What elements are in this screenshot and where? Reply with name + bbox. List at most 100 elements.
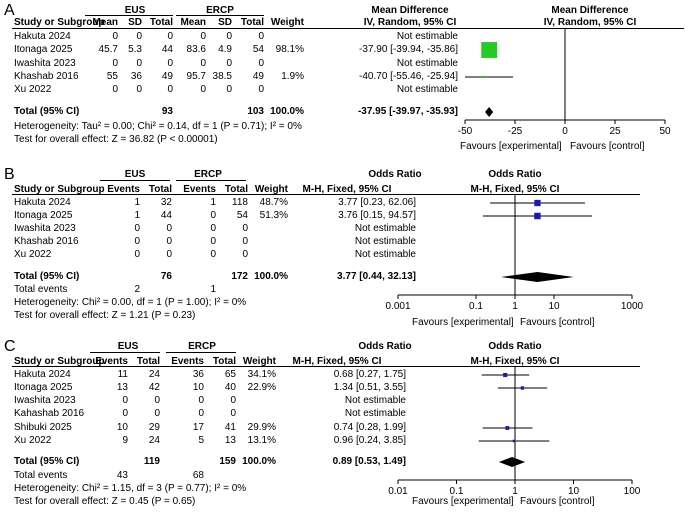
study-name: Itonaga 2025 [14, 44, 73, 55]
total-1: 0 [166, 236, 172, 247]
total-g2: 159 [219, 456, 236, 467]
col-sd-2: SD [218, 17, 232, 28]
total-label: Total (95% CI) [14, 106, 80, 117]
x-tick-label: 100 [624, 486, 641, 497]
total-1: 32 [160, 197, 172, 208]
study-name: Xu 2022 [14, 249, 52, 260]
col-study: Study or Subgroup [14, 356, 105, 367]
mean-2: 0 [200, 84, 206, 95]
events-1: 0 [134, 236, 140, 247]
effect-header-plot: Mean Difference [551, 5, 629, 16]
favours-right: Favours [control] [520, 496, 595, 507]
total-2: 118 [232, 197, 248, 208]
favours-left: Favours [experimental] [412, 317, 514, 328]
sd-1: 5.3 [128, 44, 142, 55]
weight: 1.9% [281, 71, 304, 82]
total-2: 0 [258, 58, 264, 69]
sd-2: 38.5 [212, 71, 232, 82]
pooled-estimate-diamond [498, 457, 526, 467]
ci-text: 3.77 [0.23, 62.06] [338, 197, 416, 208]
total-2: 0 [230, 408, 236, 419]
total-2: 13 [224, 435, 236, 446]
overall-effect: Test for overall effect: Z = 0.45 (P = 0… [14, 496, 196, 507]
favours-left: Favours [experimental] [412, 496, 514, 507]
mean-1: 45.7 [98, 44, 118, 55]
effect-header-plot: Odds Ratio [488, 341, 542, 352]
pooled-estimate-diamond [501, 272, 574, 282]
col-ci-plot: M-H, Fixed, 95% CI [470, 356, 560, 367]
total-2: 65 [224, 369, 236, 380]
study-estimate-square [505, 426, 510, 430]
favours-right: Favours [control] [570, 141, 645, 152]
total-label: Total (95% CI) [14, 456, 80, 467]
panel-label: B [4, 166, 15, 183]
weight: 98.1% [275, 44, 304, 55]
ci-text: 1.34 [0.51, 3.55] [333, 382, 406, 393]
study-estimate-square [512, 439, 516, 443]
overall-effect: Test for overall effect: Z = 1.21 (P = 0… [14, 310, 196, 321]
group2-header: ERCP [194, 169, 222, 180]
events-2: 0 [210, 236, 216, 247]
events-1: 0 [134, 249, 140, 260]
study-name: Shibuki 2025 [14, 422, 72, 433]
events-1: 1 [134, 210, 140, 221]
study-estimate-square [534, 212, 541, 220]
x-tick-label: -25 [508, 126, 523, 137]
col-total-1: Total [149, 17, 173, 28]
x-tick-label: 25 [609, 126, 621, 137]
total-g1: 119 [143, 456, 160, 467]
mean-2: 0 [200, 58, 206, 69]
col-weight: Weight [254, 184, 288, 195]
col-sd-1: SD [128, 17, 142, 28]
total-1: 0 [167, 58, 173, 69]
overall-effect: Test for overall effect: Z = 36.82 (P < … [14, 134, 218, 145]
total-1: 0 [154, 408, 160, 419]
total-weight: 100.0% [242, 456, 276, 467]
total-events-g2: 1 [210, 284, 216, 295]
events-1: 1 [134, 197, 140, 208]
group2-underline [166, 352, 236, 353]
ci-text: Not estimable [396, 84, 458, 95]
pooled-estimate-diamond [485, 107, 494, 117]
weight: 34.1% [247, 369, 276, 380]
events-1: 11 [117, 369, 128, 380]
forest-panel-a: A EUS ERCP Mean Difference Mean Differen… [0, 0, 700, 158]
total-1: 44 [161, 44, 173, 55]
total-2: 0 [258, 84, 264, 95]
col-weight: Weight [242, 356, 276, 367]
sd-1: 0 [136, 84, 142, 95]
col-total-2: Total [212, 356, 236, 367]
group2-header: ERCP [206, 5, 234, 16]
x-tick-label: 1 [512, 486, 518, 497]
favours-right: Favours [control] [520, 317, 595, 328]
x-tick-label: -50 [458, 126, 473, 137]
mean-1: 0 [112, 58, 118, 69]
col-ci: M-H, Fixed, 95% CI [302, 184, 392, 195]
forest-panel-b: B EUS ERCP Odds Ratio Odds Ratio Study o… [0, 166, 700, 334]
total-1: 24 [148, 435, 160, 446]
panel-label: A [4, 2, 15, 19]
col-events-1: Events [107, 184, 140, 195]
col-total-1: Total [148, 184, 172, 195]
total-2: 0 [230, 395, 236, 406]
col-total-2: Total [240, 17, 264, 28]
header-rule [12, 366, 640, 367]
favours-left: Favours [experimental] [460, 141, 562, 152]
col-mean-2: Mean [180, 17, 206, 28]
x-tick-label: 0.1 [469, 301, 483, 312]
total-label: Total (95% CI) [14, 271, 80, 282]
ci-text: Not estimable [344, 408, 406, 419]
col-total-2: Total [224, 184, 248, 195]
mean-2: 83.6 [186, 44, 206, 55]
study-estimate-square [482, 75, 485, 79]
events-1: 10 [116, 422, 128, 433]
mean-1: 0 [112, 84, 118, 95]
total-2: 0 [242, 236, 248, 247]
group1-header: EUS [124, 169, 146, 180]
group2-underline [176, 180, 246, 181]
total-weight: 100.0% [270, 106, 304, 117]
events-2: 10 [192, 382, 204, 393]
sd-1: 0 [136, 58, 142, 69]
study-name: Khashab 2016 [14, 236, 79, 247]
total-events-g1: 43 [116, 470, 128, 481]
